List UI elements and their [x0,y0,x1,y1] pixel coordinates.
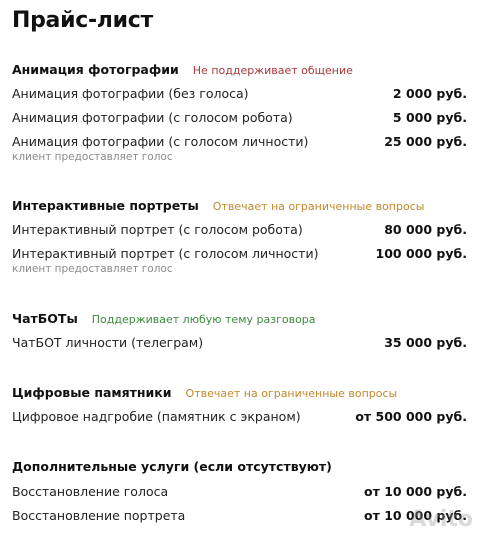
service-price: 35 000 руб. [384,335,467,350]
price-row: Восстановление портрета от 10 000 руб. [12,508,467,523]
service-price: 2 000 руб. [392,86,467,101]
section-header-interactive-portraits: Интерактивные портреты Отвечает на огран… [12,198,424,213]
section-title: Дополнительные услуги (если отсутствуют) [12,459,332,474]
price-row: Интерактивный портрет (с голосом личност… [12,246,467,261]
service-label: Восстановление портрета [12,508,186,523]
section-header-additional-services: Дополнительные услуги (если отсутствуют) [12,459,332,474]
section-title: Цифровые памятники [12,385,172,400]
price-row: Анимация фотографии (с голосом робота) 5… [12,110,467,125]
page-title: Прайс-лист [12,8,153,33]
service-label: Цифровое надгробие (памятник с экраном) [12,409,301,424]
service-price: 25 000 руб. [384,134,467,149]
service-note: клиент предоставляет голос [12,151,173,163]
price-row: Анимация фотографии (с голосом личности)… [12,134,467,149]
section-tag: Не поддерживает общение [192,64,353,77]
price-row: Цифровое надгробие (памятник с экраном) … [12,409,467,424]
service-price: 80 000 руб. [384,222,467,237]
service-label: Анимация фотографии (с голосом личности) [12,134,309,149]
service-label: Анимация фотографии (без голоса) [12,86,249,101]
section-tag: Отвечает на ограниченные вопросы [185,387,398,400]
service-label: Анимация фотографии (с голосом робота) [12,110,293,125]
service-label: ЧатБОТ личности (телеграм) [12,335,204,350]
watermark-logo: Avito [409,507,473,532]
section-header-digital-monuments: Цифровые памятники Отвечает на ограничен… [12,385,397,400]
section-tag: Отвечает на ограниченные вопросы [212,200,425,213]
price-row: Восстановление голоса от 10 000 руб. [12,484,467,499]
service-price: от 10 000 руб. [364,484,467,499]
price-row: Интерактивный портрет (с голосом робота)… [12,222,467,237]
section-header-photo-animation: Анимация фотографии Не поддерживает обще… [12,62,353,77]
price-row: ЧатБОТ личности (телеграм) 35 000 руб. [12,335,467,350]
service-label: Восстановление голоса [12,484,169,499]
service-price: 100 000 руб. [375,246,467,261]
service-label: Интерактивный портрет (с голосом робота) [12,222,303,237]
service-price: 5 000 руб. [392,110,467,125]
section-title: Интерактивные портреты [12,198,199,213]
section-tag: Поддерживает любую тему разговора [91,313,316,326]
service-note: клиент предоставляет голос [12,263,173,275]
section-title: Анимация фотографии [12,62,179,77]
price-row: Анимация фотографии (без голоса) 2 000 р… [12,86,467,101]
section-title: ЧатБОТы [12,311,78,326]
service-price: от 500 000 руб. [355,409,467,424]
service-price: от 10 000 руб. [364,508,467,523]
service-label: Интерактивный портрет (с голосом личност… [12,246,319,261]
section-header-chatbots: ЧатБОТы Поддерживает любую тему разговор… [12,311,316,326]
